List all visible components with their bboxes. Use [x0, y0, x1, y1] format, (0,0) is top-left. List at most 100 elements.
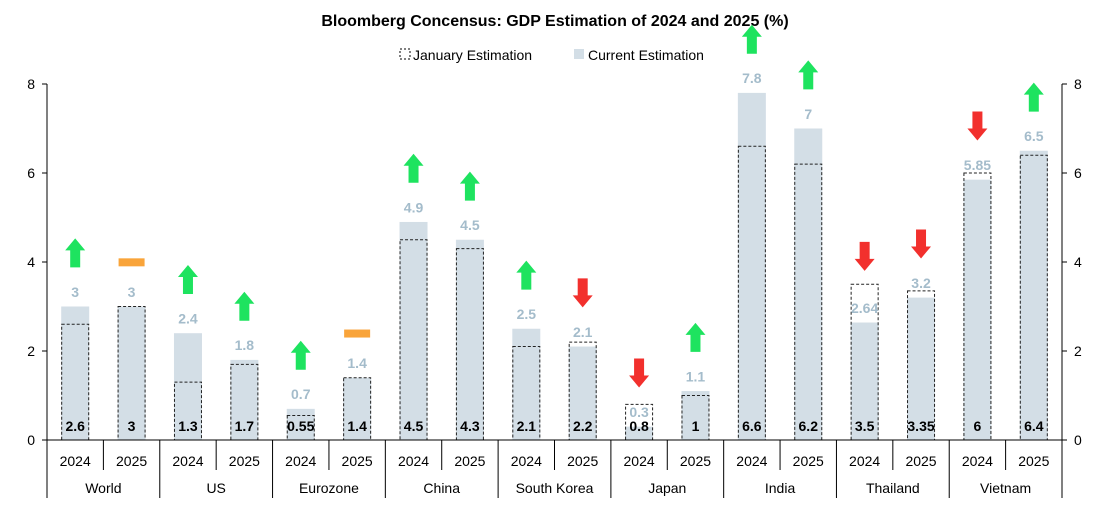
flat-marker-icon [344, 329, 371, 338]
legend: January Estimation Current Estimation [399, 47, 704, 63]
current-value-label: 0.3 [629, 404, 649, 420]
legend-swatch-january [399, 48, 411, 60]
up-arrow-icon [685, 322, 706, 352]
year-label: 2025 [454, 453, 485, 469]
year-label: 2025 [116, 453, 147, 469]
up-arrow-icon [1023, 82, 1044, 112]
current-estimation-bar [343, 377, 372, 440]
right-tick-label: 6 [1074, 165, 1082, 181]
january-value-label: 4.3 [460, 418, 480, 434]
down-arrow-icon [572, 278, 593, 308]
current-estimation-bar [568, 346, 597, 440]
year-label: 2024 [849, 453, 880, 469]
legend-label-current: Current Estimation [588, 47, 704, 63]
year-label: 2024 [172, 453, 203, 469]
left-tick-label: 6 [27, 165, 35, 181]
current-estimation-bar [681, 391, 710, 440]
current-estimation-bar [173, 333, 202, 440]
current-estimation-bar [286, 408, 315, 440]
country-label: World [85, 480, 121, 496]
january-estimation-bar [907, 290, 936, 441]
current-value-label: 1.4 [347, 355, 367, 371]
country-label: Eurozone [299, 480, 359, 496]
chart-title: Bloomberg Concensus: GDP Estimation of 2… [321, 13, 788, 30]
year-label: 2024 [624, 453, 655, 469]
current-value-label: 7.8 [742, 70, 762, 86]
current-estimation-bar [625, 426, 654, 440]
up-arrow-icon [459, 171, 480, 201]
right-tick-label: 4 [1074, 254, 1082, 270]
down-arrow-icon [911, 229, 932, 259]
up-arrow-icon [516, 260, 537, 290]
current-value-label: 5.85 [964, 157, 991, 173]
current-estimation-bar [1019, 150, 1048, 440]
january-value-label: 2.1 [517, 418, 537, 434]
country-label: South Korea [516, 480, 594, 496]
year-label: 2025 [229, 453, 260, 469]
current-value-label: 0.7 [291, 386, 311, 402]
current-value-label: 2.5 [517, 306, 537, 322]
legend-label-january: January Estimation [413, 47, 532, 63]
current-estimation-bar [794, 128, 823, 440]
flat-marker-icon [118, 258, 145, 267]
up-arrow-icon [65, 238, 86, 268]
country-label: Thailand [866, 480, 920, 496]
year-label: 2025 [793, 453, 824, 469]
current-value-label: 3 [71, 284, 79, 300]
january-value-label: 0.55 [287, 418, 314, 434]
country-label: India [765, 480, 796, 496]
year-label: 2024 [511, 453, 542, 469]
year-label: 2025 [342, 453, 373, 469]
country-label: Vietnam [980, 480, 1031, 496]
left-tick-label: 4 [27, 254, 35, 270]
current-value-label: 6.5 [1024, 128, 1044, 144]
current-estimation-bar [117, 306, 146, 440]
current-value-label: 1.8 [235, 337, 255, 353]
current-value-label: 4.5 [460, 217, 480, 233]
right-tick-label: 0 [1074, 432, 1082, 448]
current-estimation-bar [850, 322, 879, 440]
up-arrow-icon [798, 60, 819, 90]
current-estimation-bar [907, 297, 936, 440]
right-tick-label: 2 [1074, 343, 1082, 359]
january-value-label: 3 [128, 418, 136, 434]
country-label: US [206, 480, 225, 496]
down-arrow-icon [967, 111, 988, 141]
january-value-label: 4.5 [404, 418, 424, 434]
current-value-label: 2.1 [573, 324, 593, 340]
country-label: Japan [648, 480, 686, 496]
january-value-label: 0.8 [629, 418, 649, 434]
left-tick-label: 0 [27, 432, 35, 448]
january-estimation-bar [286, 415, 315, 441]
up-arrow-icon [741, 24, 762, 54]
current-value-label: 7 [804, 106, 812, 122]
right-tick-label: 8 [1074, 76, 1082, 92]
january-value-label: 3.5 [855, 418, 875, 434]
down-arrow-icon [629, 358, 650, 388]
january-value-label: 2.6 [65, 418, 85, 434]
year-label: 2025 [1018, 453, 1049, 469]
january-value-label: 6.2 [799, 418, 819, 434]
current-estimation-bar [230, 359, 259, 440]
current-value-label: 1.1 [686, 368, 706, 384]
year-label: 2024 [398, 453, 429, 469]
current-value-label: 3 [128, 284, 136, 300]
year-label: 2025 [680, 453, 711, 469]
january-value-label: 6.6 [742, 418, 762, 434]
year-label: 2024 [962, 453, 993, 469]
up-arrow-icon [177, 265, 198, 295]
january-value-label: 6 [974, 418, 982, 434]
january-estimation-bar [173, 381, 202, 441]
year-label: 2024 [285, 453, 316, 469]
year-label: 2025 [905, 453, 936, 469]
january-value-label: 1.7 [235, 418, 255, 434]
year-label: 2024 [736, 453, 767, 469]
january-value-label: 1.3 [178, 418, 198, 434]
down-arrow-icon [854, 241, 875, 271]
year-label: 2025 [567, 453, 598, 469]
up-arrow-icon [290, 340, 311, 370]
up-arrow-icon [234, 291, 255, 321]
legend-swatch-current [574, 49, 584, 59]
left-tick-label: 8 [27, 76, 35, 92]
